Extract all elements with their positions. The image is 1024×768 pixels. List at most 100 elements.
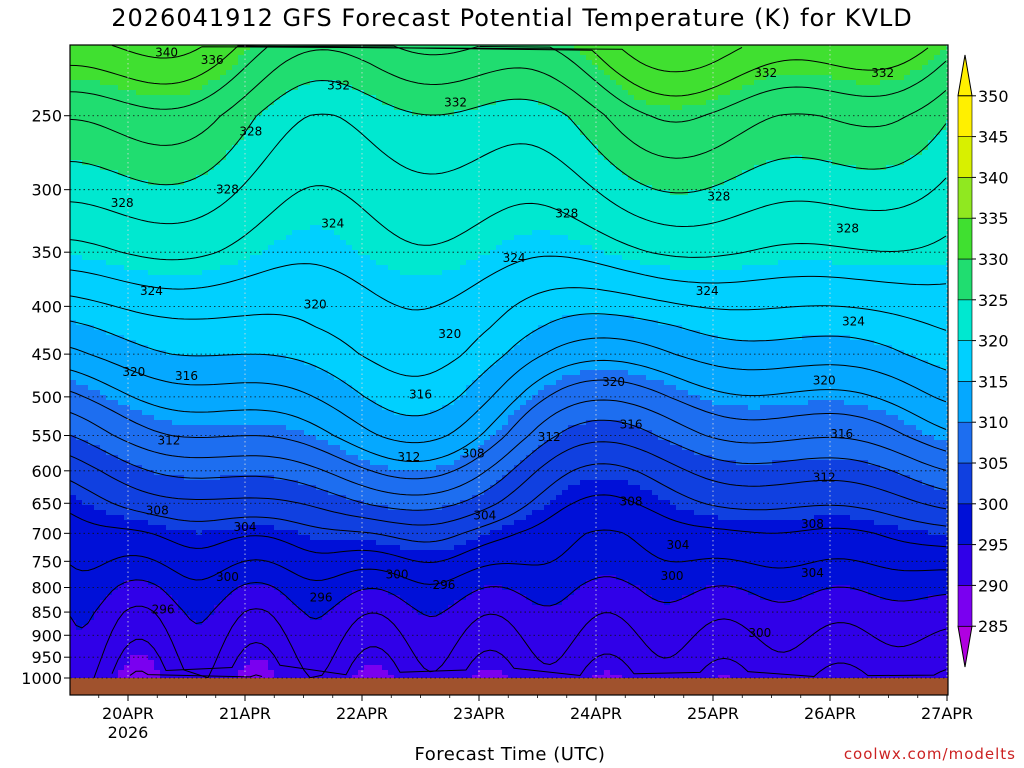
contour-label: 304 — [801, 566, 824, 580]
y-tick-label: 250 — [31, 107, 62, 126]
contour-label: 320 — [122, 365, 145, 379]
y-tick-label: 500 — [31, 388, 62, 407]
contour-line — [70, 49, 947, 159]
colorbar-label: 320 — [978, 332, 1009, 351]
contour-label: 324 — [321, 216, 344, 230]
contour-line — [70, 494, 947, 564]
contour-label: 304 — [473, 509, 496, 523]
y-tick-label: 550 — [31, 427, 62, 446]
chart-title: 2026041912 GFS Forecast Potential Temper… — [111, 4, 913, 32]
colorbar-arrow-high — [957, 54, 973, 97]
contour-label: 328 — [836, 221, 859, 235]
colorbar-label: 315 — [978, 372, 1009, 391]
contour-label: 308 — [620, 494, 643, 508]
contour-label: 316 — [175, 369, 198, 383]
contour-label: 316 — [620, 417, 643, 431]
x-tick-label: 23APR — [453, 704, 505, 723]
y-tick-label: 600 — [31, 462, 62, 481]
contour-label: 328 — [216, 183, 239, 197]
contour-label: 300 — [661, 569, 684, 583]
y-axis: 250 300 350 400 450 500 550 600 650 700 750 800 850 9… — [21, 107, 70, 688]
x-tick-label: 25APR — [687, 704, 739, 723]
colorbar-swatch — [957, 217, 973, 260]
colorbar-arrow-low — [957, 625, 973, 668]
contour-label: 296 — [152, 603, 175, 617]
contour-label: 300 — [386, 568, 409, 582]
contour-line — [70, 313, 947, 417]
contour-label: 328 — [239, 125, 262, 139]
contour-line — [70, 463, 947, 543]
contour-line — [70, 529, 946, 585]
x-axis-title: Forecast Time (UTC) — [414, 744, 606, 765]
contour-label: 312 — [397, 450, 420, 464]
y-tick-label: 900 — [31, 626, 62, 645]
contour-label: 316 — [830, 427, 853, 441]
colorbar-label: 345 — [978, 128, 1009, 147]
contour-line — [70, 337, 947, 444]
contour-label: 328 — [555, 206, 578, 220]
contour-label: 312 — [157, 434, 180, 448]
colorbar-swatch — [957, 258, 973, 301]
contour-line — [129, 670, 263, 678]
colorbar: 285 290 295 300 305 310 315 320 325 330 335 340 345 3… — [957, 54, 1009, 668]
ground-bar — [70, 678, 948, 695]
y-tick-label: 950 — [31, 648, 62, 667]
x-tick-label: 26APR — [804, 704, 856, 723]
contour-label: 332 — [444, 96, 467, 110]
contour-label: 320 — [438, 327, 461, 341]
colorbar-label: 310 — [978, 413, 1009, 432]
y-tick-label: 300 — [31, 181, 62, 200]
colorbar-label: 290 — [978, 576, 1009, 595]
x-tick-label: 20APR — [102, 704, 154, 723]
x-tick-label: 21APR — [219, 704, 271, 723]
contour-label: 296 — [432, 578, 455, 592]
colorbar-swatch — [957, 421, 973, 464]
contour-label: 328 — [707, 189, 730, 203]
contour-line — [70, 419, 947, 511]
colorbar-swatch — [957, 544, 973, 586]
contour-label: 304 — [666, 538, 689, 552]
colorbar-label: 295 — [978, 536, 1009, 555]
y-tick-label: 700 — [31, 524, 62, 543]
contour-label: 332 — [327, 78, 350, 92]
contour-label: 336 — [201, 53, 224, 67]
grid-lines — [70, 45, 948, 679]
contour-label: 308 — [801, 517, 824, 531]
contour-line — [111, 638, 947, 678]
colorbar-label: 305 — [978, 454, 1009, 473]
contour-label: 312 — [813, 471, 836, 485]
y-tick-label: 850 — [31, 603, 62, 622]
colorbar-label: 300 — [978, 495, 1009, 514]
contour-line — [70, 255, 947, 311]
colorbar-label: 335 — [978, 209, 1009, 228]
contour-label: 304 — [234, 520, 257, 534]
contour-label: 308 — [462, 447, 485, 461]
contour-line — [70, 576, 947, 629]
contour-label: 324 — [842, 314, 865, 328]
contour-label: 320 — [304, 297, 327, 311]
contour-labels: 340 336 332 328 332 332 332 328 328 324 328 328 328 3… — [111, 46, 894, 640]
contour-label: 320 — [813, 373, 836, 387]
credit-link[interactable]: coolwx.com/modelts — [843, 745, 1016, 763]
colorbar-swatch — [957, 340, 973, 382]
colorbar-swatch — [957, 177, 973, 219]
colorbar-label: 330 — [978, 250, 1009, 269]
contour-label: 324 — [140, 284, 163, 298]
contour-label: 324 — [696, 284, 719, 298]
contour-label: 332 — [871, 66, 894, 80]
contour-label: 328 — [111, 196, 134, 210]
contour-label: 296 — [310, 591, 333, 605]
contour-line — [70, 441, 947, 526]
colorbar-swatch — [957, 136, 973, 178]
y-tick-label: 1000 — [21, 669, 62, 688]
contour-line — [111, 45, 743, 73]
y-tick-label: 650 — [31, 494, 62, 513]
contour-label: 308 — [146, 504, 169, 518]
colorbar-label: 285 — [978, 617, 1009, 636]
contour-line — [70, 379, 947, 480]
x-year-label: 2026 — [108, 723, 149, 742]
contour-line — [70, 45, 947, 123]
contour-label: 312 — [538, 430, 561, 444]
contour-line — [70, 359, 947, 462]
